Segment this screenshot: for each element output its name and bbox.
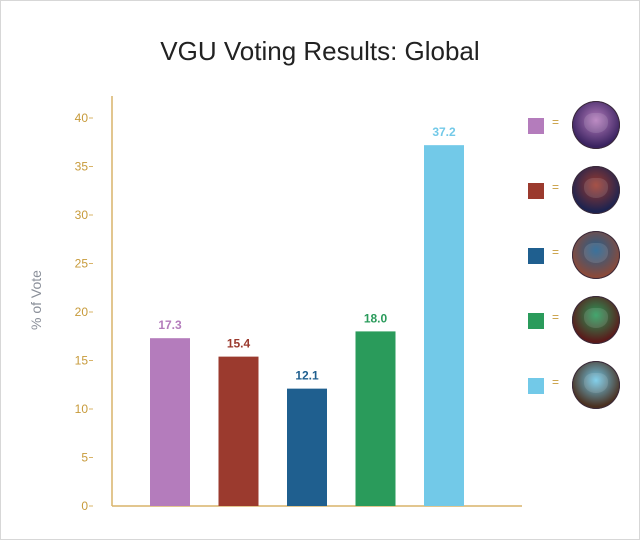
y-tick-label: 20 bbox=[75, 305, 89, 319]
legend-swatch bbox=[528, 313, 544, 329]
bar bbox=[287, 388, 327, 506]
bar bbox=[218, 356, 259, 506]
bar bbox=[424, 145, 464, 506]
bar-value-label: 37.2 bbox=[432, 125, 456, 139]
legend-item: = bbox=[528, 98, 628, 163]
champion-portrait-icon bbox=[572, 101, 620, 149]
legend-swatch bbox=[528, 378, 544, 394]
legend-item: = bbox=[528, 163, 628, 228]
legend-equals: = bbox=[552, 180, 560, 194]
y-tick-label: 35 bbox=[75, 160, 89, 174]
legend: = = = = = bbox=[528, 98, 628, 423]
champion-portrait-icon bbox=[572, 361, 620, 409]
y-tick-label: 25 bbox=[75, 257, 89, 271]
bar-value-label: 15.4 bbox=[227, 337, 251, 351]
y-tick-label: 30 bbox=[75, 208, 89, 222]
legend-swatch bbox=[528, 248, 544, 264]
y-tick-label: 40 bbox=[75, 111, 89, 125]
legend-equals: = bbox=[552, 310, 560, 324]
legend-equals: = bbox=[552, 115, 560, 129]
champion-portrait-icon bbox=[572, 296, 620, 344]
legend-equals: = bbox=[552, 245, 560, 259]
champion-portrait-icon bbox=[572, 231, 620, 279]
legend-item: = bbox=[528, 293, 628, 358]
y-tick-label: 0 bbox=[81, 499, 88, 513]
legend-item: = bbox=[528, 228, 628, 293]
y-tick-label: 10 bbox=[75, 402, 89, 416]
bar-value-label: 12.1 bbox=[295, 369, 319, 383]
y-tick-label: 5 bbox=[81, 451, 88, 465]
champion-portrait-icon bbox=[572, 166, 620, 214]
bar bbox=[150, 338, 190, 506]
bar-value-label: 17.3 bbox=[158, 318, 182, 332]
legend-swatch bbox=[528, 183, 544, 199]
chart-title: VGU Voting Results: Global bbox=[160, 36, 480, 66]
legend-equals: = bbox=[552, 375, 560, 389]
bar bbox=[355, 331, 396, 506]
y-tick-label: 15 bbox=[75, 354, 89, 368]
legend-item: = bbox=[528, 358, 628, 423]
bar-value-label: 18.0 bbox=[364, 311, 388, 325]
legend-swatch bbox=[528, 118, 544, 134]
